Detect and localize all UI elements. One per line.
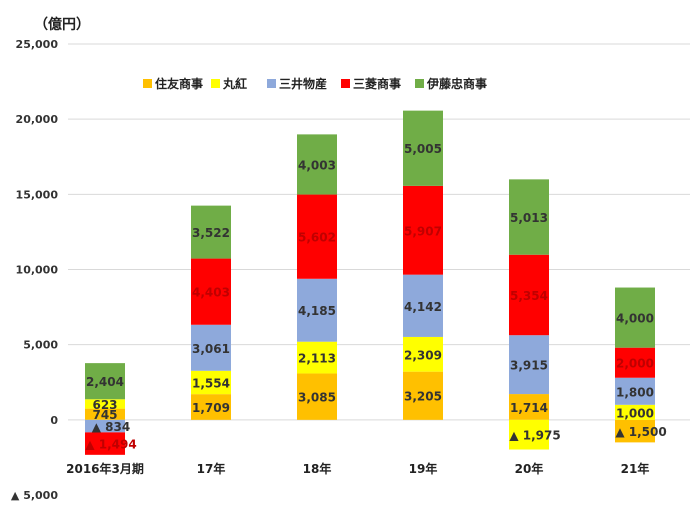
bar-segment xyxy=(403,336,443,372)
data-label: 5,907 xyxy=(404,224,442,238)
bar-segment xyxy=(297,278,337,342)
bar-segment xyxy=(85,432,125,455)
x-tick-label: 20年 xyxy=(515,461,544,476)
data-label: ▲ 1,494 xyxy=(85,438,136,452)
legend-swatch xyxy=(341,79,350,88)
data-label: 4,003 xyxy=(298,158,336,172)
bar-segment xyxy=(191,394,231,420)
data-label: 4,142 xyxy=(404,300,442,314)
bar-segment xyxy=(403,274,443,337)
legend-label: 住友商事 xyxy=(155,76,203,91)
data-label: 623 xyxy=(92,398,117,412)
y-axis-ticks: 25,000 20,000 15,000 10,000 5,000 0 ▲ 5,000 xyxy=(11,38,58,502)
data-label: 1,000 xyxy=(616,406,654,420)
x-tick-label: 19年 xyxy=(409,461,438,476)
data-label: 3,522 xyxy=(192,226,230,240)
data-label: 1,714 xyxy=(510,401,548,415)
legend-swatch xyxy=(211,79,220,88)
data-label: 5,013 xyxy=(510,211,548,225)
data-label: 2,404 xyxy=(86,375,124,389)
legend-label: 三菱商事 xyxy=(353,76,401,91)
bar-segment xyxy=(403,185,443,275)
y-tick-label: 0 xyxy=(50,414,58,427)
legend-swatch xyxy=(143,79,152,88)
bar-segment xyxy=(509,394,549,420)
y-tick-label: 25,000 xyxy=(16,38,59,51)
bar-segment xyxy=(85,419,125,433)
legend: 住友商事 丸紅 三井物産 三菱商事 伊藤忠商事 xyxy=(143,76,487,91)
y-tick-label: 15,000 xyxy=(16,188,59,201)
y-tick-label: 20,000 xyxy=(16,113,59,126)
bar-segment xyxy=(191,324,231,371)
data-label: 5,005 xyxy=(404,142,442,156)
bar-segment xyxy=(297,373,337,420)
bar-segment xyxy=(297,134,337,195)
bar-segment xyxy=(615,419,655,443)
data-label: 3,915 xyxy=(510,359,548,373)
legend-label: 三井物産 xyxy=(279,76,327,91)
y-tick-label: 5,000 xyxy=(23,339,58,352)
legend-label: 伊藤忠商事 xyxy=(426,76,487,91)
bar-segment xyxy=(297,341,337,374)
bar-segment xyxy=(297,194,337,279)
bar-layer xyxy=(85,110,655,455)
data-label: 4,403 xyxy=(192,286,230,300)
data-label: 4,185 xyxy=(298,304,336,318)
data-label: ▲ 834 xyxy=(92,420,130,434)
bar-segment xyxy=(191,258,231,325)
legend-label: 丸紅 xyxy=(222,76,247,91)
y-tick-label: ▲ 5,000 xyxy=(11,489,58,502)
bar-segment xyxy=(85,399,125,409)
data-label: ▲ 1,500 xyxy=(615,425,666,439)
data-label: 5,602 xyxy=(298,231,336,245)
bar-segment xyxy=(509,419,549,450)
x-tick-label: 17年 xyxy=(197,461,226,476)
grid-layer xyxy=(68,43,690,421)
x-tick-label: 18年 xyxy=(303,461,332,476)
bar-segment xyxy=(403,371,443,420)
x-tick-label: 21年 xyxy=(621,461,650,476)
data-label: 2,000 xyxy=(616,357,654,371)
data-label: 2,113 xyxy=(298,352,336,366)
bar-segment xyxy=(615,287,655,348)
bar-segment xyxy=(191,205,231,259)
bar-segment xyxy=(85,408,125,420)
data-label: 3,085 xyxy=(298,391,336,405)
bar-segment xyxy=(615,347,655,378)
legend-swatch xyxy=(267,79,276,88)
data-label: ▲ 1,975 xyxy=(509,429,560,443)
x-axis-ticks: 2016年3月期 17年 18年 19年 20年 21年 xyxy=(66,461,649,476)
data-label: 745 xyxy=(92,408,117,422)
data-label: 1,800 xyxy=(616,385,654,399)
y-unit-label: （億円） xyxy=(34,17,90,33)
data-label: 5,354 xyxy=(510,289,548,303)
data-label: 1,554 xyxy=(192,376,230,390)
data-label: 4,000 xyxy=(616,312,654,326)
bar-segment xyxy=(509,254,549,336)
data-label: 3,061 xyxy=(192,342,230,356)
y-tick-label: 10,000 xyxy=(16,264,59,277)
bar-segment xyxy=(191,370,231,395)
bar-segment xyxy=(615,377,655,405)
data-label: 1,709 xyxy=(192,401,230,415)
data-label: 3,205 xyxy=(404,390,442,404)
legend-swatch xyxy=(415,79,424,88)
bar-segment xyxy=(403,110,443,186)
data-label: 2,309 xyxy=(404,348,442,362)
bar-segment xyxy=(85,363,125,400)
x-tick-label: 2016年3月期 xyxy=(66,461,144,476)
bar-segment xyxy=(615,404,655,420)
bar-segment xyxy=(509,179,549,255)
bar-segment xyxy=(509,335,549,395)
